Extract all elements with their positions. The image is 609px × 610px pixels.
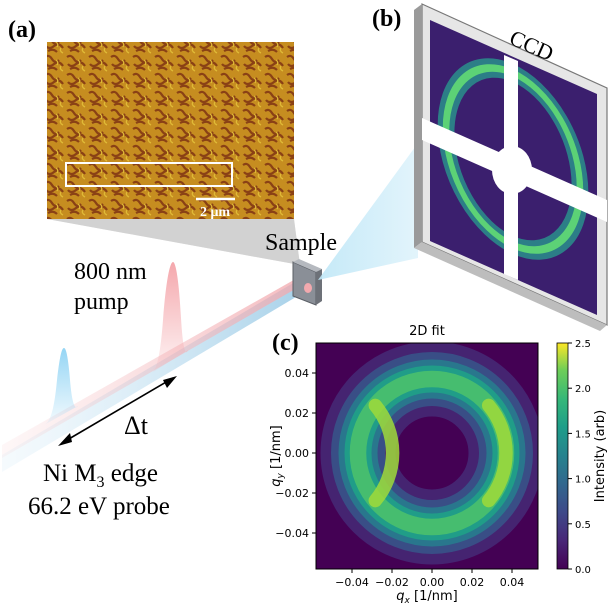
zoom-projection-lower <box>47 219 300 265</box>
colorbar-tick-label: 1.5 <box>575 429 591 440</box>
y-tick-label: 0.00 <box>285 447 310 460</box>
probe-label-line2: 66.2 eV probe <box>28 493 170 520</box>
mfm-image <box>47 42 294 219</box>
probe-beam <box>2 279 306 472</box>
region-of-interest-box <box>65 162 233 187</box>
colorbar-tick-label: 0.0 <box>575 565 591 576</box>
scalebar-label: 2 μm <box>200 205 230 220</box>
ccd-detector <box>414 3 608 331</box>
probe-pulse <box>44 348 78 425</box>
colorbar-label: Intensity (arb) <box>593 410 608 502</box>
x-tick-label: −0.02 <box>375 576 409 589</box>
ccd-beamstop <box>492 146 532 194</box>
x-tick-label: 0.02 <box>460 576 485 589</box>
delay-label: Δt <box>124 411 149 440</box>
scattering-cone <box>318 143 418 280</box>
colorbar-tick-label: 0.5 <box>575 520 591 531</box>
sample-plate <box>292 259 322 306</box>
x-axis: −0.04 −0.02 0.00 0.02 0.04 <box>335 569 524 589</box>
colorbar-tick-label: 2.0 <box>575 384 591 395</box>
x-axis-label: qx [1/nm] <box>396 589 457 606</box>
y-tick-label: 0.02 <box>285 407 310 420</box>
x-tick-label: −0.04 <box>335 576 369 589</box>
y-axis-label: qy [1/nm] <box>269 425 286 486</box>
y-axis: 0.04 0.02 0.00 −0.02 −0.04 <box>275 367 316 540</box>
x-tick-label: 0.04 <box>500 576 525 589</box>
colorbar-ticks: 0.0 0.5 1.0 1.5 2.0 2.5 <box>568 339 591 576</box>
panel-b-label: (b) <box>372 6 401 32</box>
panel-a-label: (a) <box>8 17 36 43</box>
delay-arrow-head-left <box>58 433 72 446</box>
probe-label-line1: Ni M3 edge <box>43 460 158 491</box>
colorbar-tick-label: 2.5 <box>575 339 591 350</box>
ring-bright-arc-left <box>368 398 400 508</box>
pump-pulse <box>150 262 188 374</box>
y-tick-label: 0.04 <box>285 367 310 380</box>
pump-label-line2: pump <box>74 289 129 315</box>
x-tick-label: 0.00 <box>420 576 445 589</box>
pump-label-line1: 800 nm <box>74 259 147 285</box>
y-tick-label: −0.04 <box>275 527 309 540</box>
delay-arrow <box>61 377 174 444</box>
heatmap-ring <box>320 343 538 565</box>
colorbar-tick-label: 1.0 <box>575 475 591 486</box>
heatmap-plot: −0.04 −0.02 0.00 0.02 0.04 0.04 0.02 0.00 −0.02… <box>275 342 539 589</box>
panel-c-label: (c) <box>272 330 299 356</box>
ring-bright-arc-right <box>481 398 513 508</box>
chart-title: 2D fit <box>409 324 445 339</box>
pump-beam <box>2 277 304 458</box>
delay-arrow-head-right <box>163 376 177 388</box>
y-tick-label: −0.02 <box>275 487 309 500</box>
sample-label: Sample <box>265 230 337 256</box>
beams <box>2 262 306 472</box>
colorbar <box>556 342 569 570</box>
plot-frame <box>315 342 539 570</box>
